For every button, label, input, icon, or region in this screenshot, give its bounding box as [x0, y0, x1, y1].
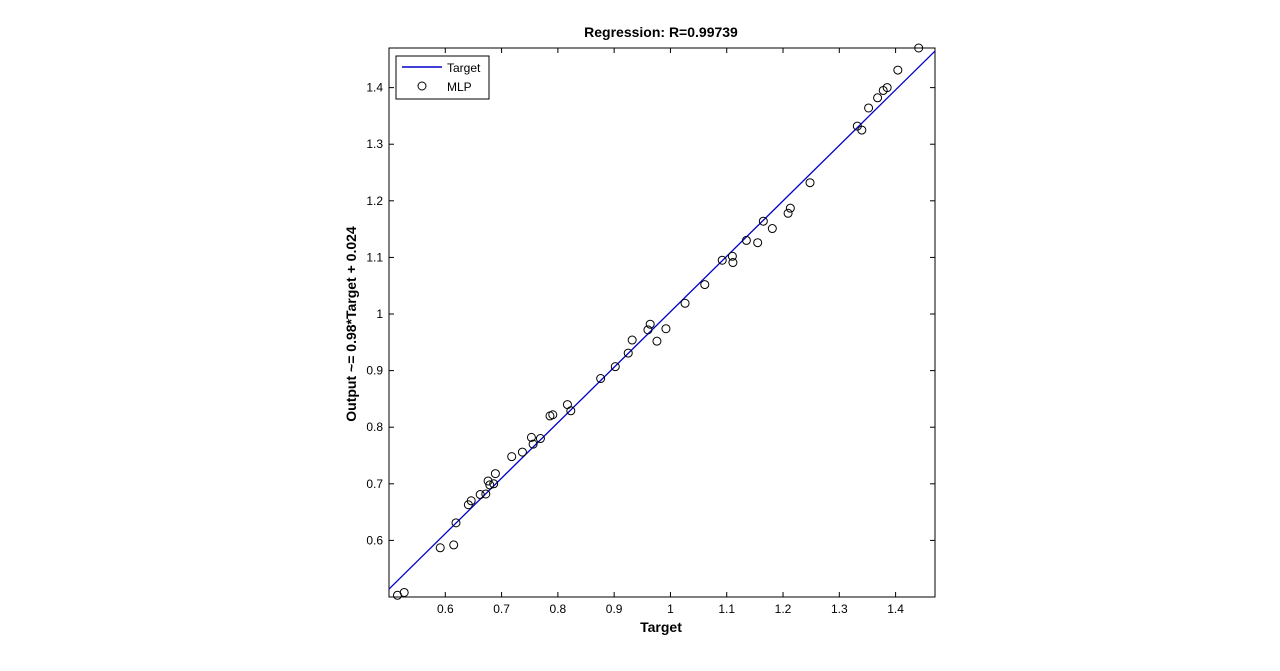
data-point	[566, 406, 576, 416]
data-point	[893, 65, 903, 75]
data-point	[399, 587, 409, 597]
data-point	[526, 432, 536, 442]
fit-line	[388, 50, 936, 590]
data-point	[805, 178, 815, 188]
data-point	[785, 203, 795, 213]
data-point	[528, 439, 538, 449]
data-point	[882, 83, 892, 93]
data-point	[627, 335, 637, 345]
data-point	[548, 410, 558, 420]
data-point	[643, 325, 653, 335]
y-tick-label: 0.7	[366, 477, 383, 491]
data-point	[517, 447, 527, 457]
data-point	[449, 540, 459, 550]
data-point	[489, 479, 499, 489]
data-point	[507, 452, 517, 462]
data-point	[451, 518, 461, 528]
legend-entry-target: Target	[447, 61, 481, 75]
x-tick-label: 0.6	[437, 602, 454, 616]
data-point	[481, 489, 491, 499]
data-point	[466, 496, 476, 506]
plot-area: 0.6 0.7 0.8 0.9 1 1.1 1.2 1.3 1.4 0.6 0.7 0.8 0.9 1 1.…	[366, 43, 936, 616]
x-tick-label: 1.1	[718, 602, 735, 616]
legend-entry-mlp: MLP	[447, 80, 472, 94]
data-point	[753, 238, 763, 248]
data-point	[680, 298, 690, 308]
y-tick-label: 0.8	[366, 420, 383, 434]
data-point	[700, 280, 710, 290]
data-point	[490, 469, 500, 479]
data-point	[783, 208, 793, 218]
data-point	[717, 255, 727, 265]
data-point	[610, 362, 620, 372]
y-tick-label: 1.1	[366, 250, 383, 264]
points-layer	[392, 43, 924, 600]
data-point	[652, 336, 662, 346]
x-tick-label: 1	[667, 602, 674, 616]
chart-title: Regression: R=0.99739	[584, 24, 738, 40]
y-axis-label: Output ~= 0.98*Target + 0.024	[343, 226, 359, 422]
x-tick-label: 0.8	[550, 602, 567, 616]
data-point	[864, 103, 874, 113]
data-point	[623, 348, 633, 358]
data-point	[728, 258, 738, 268]
data-point	[483, 476, 493, 486]
data-point	[741, 235, 751, 245]
y-tick-label: 1.4	[366, 81, 383, 95]
x-tick-label: 1.3	[831, 602, 848, 616]
data-point	[475, 490, 485, 500]
x-tick-label: 1.4	[887, 602, 904, 616]
y-tick-label: 0.9	[366, 364, 383, 378]
x-tick-label: 0.9	[606, 602, 623, 616]
axes-box	[388, 47, 936, 598]
data-point	[645, 319, 655, 329]
data-point	[767, 224, 777, 234]
legend-circle-swatch	[417, 81, 427, 91]
ticks-layer: 0.6 0.7 0.8 0.9 1 1.1 1.2 1.3 1.4 0.6 0.7 0.8 0.9 1 1.…	[366, 48, 935, 616]
x-axis-label: Target	[640, 619, 682, 635]
data-point	[435, 543, 445, 553]
y-tick-label: 1.2	[366, 194, 383, 208]
legend: Target MLP	[395, 55, 490, 100]
data-point	[727, 251, 737, 261]
data-point	[914, 43, 924, 53]
data-point	[857, 125, 867, 135]
x-tick-label: 1.2	[775, 602, 792, 616]
data-point	[485, 480, 495, 490]
data-point	[661, 324, 671, 334]
data-point	[596, 374, 606, 384]
data-point	[758, 216, 768, 226]
x-tick-label: 0.7	[493, 602, 510, 616]
y-tick-label: 0.6	[366, 533, 383, 547]
y-tick-label: 1	[376, 307, 383, 321]
y-tick-label: 1.3	[366, 137, 383, 151]
data-point	[873, 93, 883, 103]
data-point	[535, 434, 545, 444]
legend-box	[395, 55, 490, 100]
